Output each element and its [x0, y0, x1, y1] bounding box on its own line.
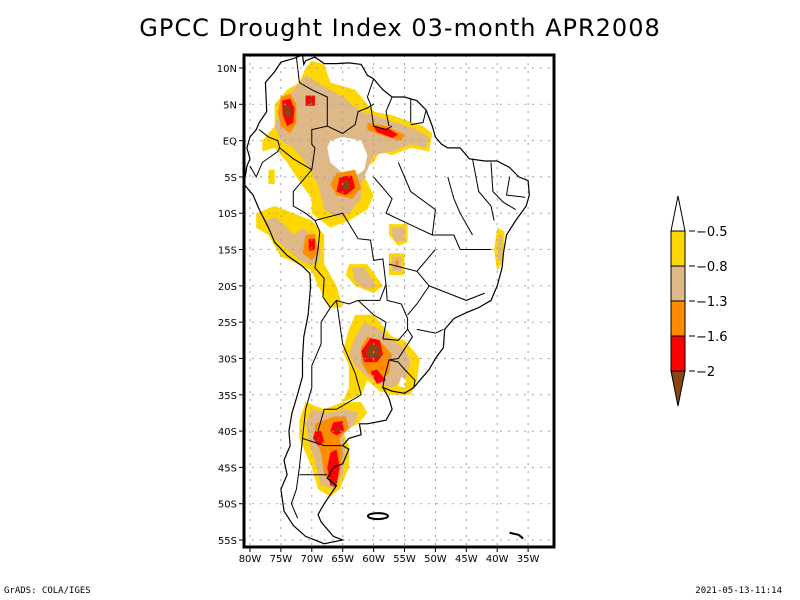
country-border [397, 162, 436, 236]
country-border [327, 103, 374, 134]
lat-tick-label: EQ [223, 137, 237, 148]
country-border [317, 300, 362, 432]
longitude-axis: 80W 75W 70W 65W 60W 55W 50W 45W 40W 35W [239, 547, 540, 565]
colorbar-top-cap [670, 195, 686, 232]
drought-area-tan-bahia [497, 235, 503, 261]
country-border [382, 329, 414, 388]
drought-area-orange-patagonia [314, 416, 349, 486]
drought-area-brown-patagonia-n [336, 427, 340, 432]
footer-credit: GrADS: COLA/IGES [4, 586, 91, 596]
drought-area-tan-central-brazil [392, 227, 405, 243]
lon-tick-label: 80W [239, 554, 262, 565]
colorbar-segment [670, 230, 686, 267]
coastline-and-borders [243, 54, 530, 545]
lat-tick-label: 45S [218, 463, 237, 474]
drought-area-red-uruguay-west [370, 369, 386, 384]
country-border [447, 176, 473, 236]
lon-tick-label: 40W [486, 554, 509, 565]
lon-tick-label: 35W [517, 554, 540, 565]
colorbar-label: −0.5 [696, 225, 728, 240]
drought-shading-layer [256, 60, 505, 497]
colorbar-label: −1.3 [696, 295, 728, 310]
lon-tick-label: 50W [424, 554, 447, 565]
colorbar-legend: −0.5 −0.8 −1.3 −1.6 −2 [670, 195, 728, 407]
drought-area-brown-colombia [284, 104, 292, 119]
country-border [366, 78, 393, 131]
country-border [410, 109, 427, 126]
continent-coastline [243, 54, 530, 545]
lat-tick-label: 5S [224, 173, 237, 184]
lat-tick-label: 50S [218, 500, 237, 511]
drought-area-brown-venezuela [308, 98, 312, 103]
country-border [490, 162, 516, 211]
lat-tick-label: 10S [218, 209, 237, 220]
drought-area-tan-chaco [352, 267, 377, 290]
country-border [472, 158, 495, 221]
country-border [416, 270, 485, 301]
chart-title: GPCC Drought Index 03-month APR2008 [139, 14, 661, 42]
lon-tick-label: 65W [331, 554, 354, 565]
lon-tick-label: 45W [455, 554, 478, 565]
latitude-axis: 10N 5N EQ 5S 10S 15S 20S 25S 30S 35S 40S 45S 50S 55S [217, 64, 244, 547]
colorbar-label: −2 [696, 365, 715, 380]
lon-tick-label: 55W [393, 554, 416, 565]
country-border [388, 359, 416, 388]
south-georgia-island [509, 531, 524, 540]
country-border [416, 328, 444, 334]
no-drought-hole-amazon [327, 137, 368, 177]
country-border [407, 285, 430, 316]
colorbar-bottom-cap [670, 370, 686, 407]
country-border [357, 284, 409, 341]
country-border [258, 129, 313, 171]
colorbar-label: −1.6 [696, 330, 728, 345]
country-border [302, 437, 343, 447]
falkland-islands [366, 512, 389, 521]
lat-tick-label: 55S [218, 536, 237, 547]
country-border [314, 212, 387, 308]
country-border [385, 96, 393, 127]
drought-area-red-andes [308, 238, 315, 251]
lat-tick-label: 35S [218, 391, 237, 402]
drought-area-brown-amazon [342, 180, 349, 190]
colorbar-segment [670, 300, 686, 337]
country-border [249, 147, 281, 179]
drought-area-brown-patagonia-w [316, 436, 320, 442]
colorbar-segment [670, 335, 686, 372]
map-frame [242, 53, 556, 549]
country-border [373, 176, 491, 250]
lon-tick-label: 70W [300, 554, 323, 565]
country-border [388, 249, 436, 272]
footer-timestamp: 2021-05-13-11:14 [695, 586, 782, 596]
lat-tick-label: 10N [217, 64, 237, 75]
lon-tick-label: 60W [362, 554, 385, 565]
lat-tick-label: 40S [218, 427, 237, 438]
lat-tick-label: 15S [218, 246, 237, 257]
country-border [505, 176, 526, 198]
colorbar-segment [670, 265, 686, 302]
colorbar-label: −0.8 [696, 260, 728, 275]
lat-tick-label: 5N [223, 100, 237, 111]
lat-tick-label: 25S [218, 318, 237, 329]
drought-area-red-guyana [373, 126, 399, 138]
lon-tick-label: 75W [270, 554, 293, 565]
lat-tick-label: 30S [218, 354, 237, 365]
lat-tick-label: 20S [218, 282, 237, 293]
no-drought-hole-uruguay [398, 376, 406, 388]
drought-area-small-peru [268, 169, 275, 185]
